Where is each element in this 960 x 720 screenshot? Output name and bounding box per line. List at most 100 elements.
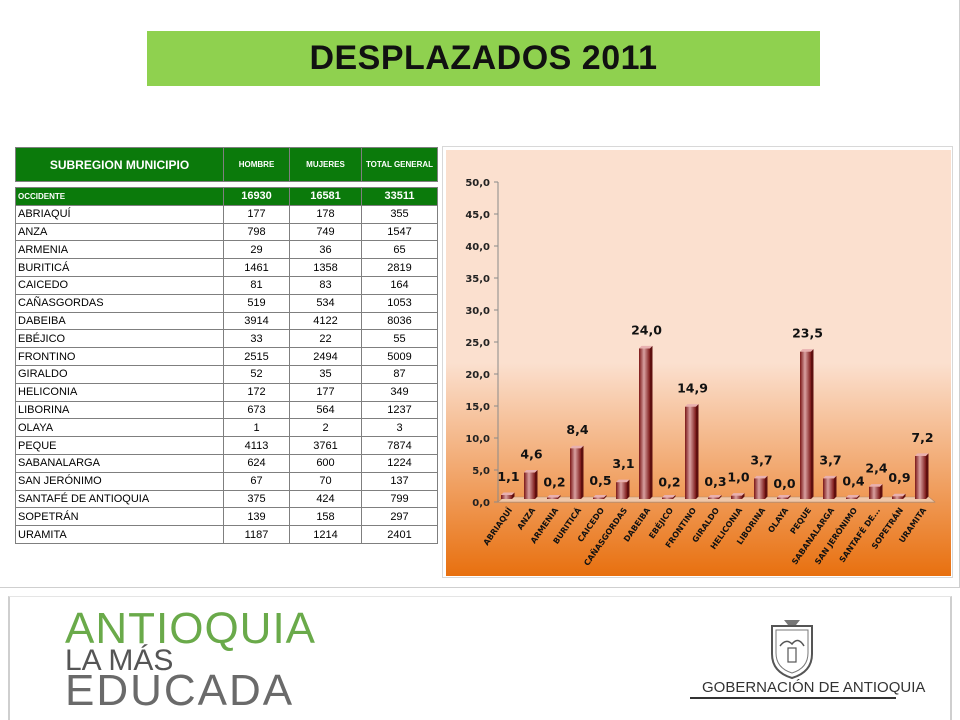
cell-hombre: 177 [223, 204, 290, 224]
y-tick-label: 5,0 [472, 466, 490, 477]
cell-municipio: SOPETRÁN [15, 507, 224, 527]
cell-hombre: 1 [223, 418, 290, 438]
bar-top [731, 493, 745, 496]
table-row: SANTAFÉ DE ANTIOQUIA 375 424 799 [15, 489, 438, 509]
bar-top [616, 479, 630, 483]
data-label: 3,7 [750, 452, 772, 467]
bar-side [719, 495, 722, 499]
cell-mujeres: 158 [289, 507, 362, 527]
cell-municipio: DABEIBA [15, 311, 224, 331]
bar-side [673, 495, 676, 499]
bar-top [754, 475, 768, 479]
cell-mujeres: 35 [289, 364, 362, 384]
bar [708, 497, 719, 499]
bar [501, 494, 512, 499]
bar-side [512, 492, 515, 499]
data-label: 0,3 [704, 474, 726, 489]
bar [846, 497, 857, 499]
cell-hombre: 624 [223, 453, 290, 473]
cell-total: 799 [361, 489, 438, 509]
bar [869, 486, 880, 499]
header-subregion: SUBREGION MUNICIPIO [15, 147, 224, 182]
y-tick-label: 0,0 [472, 498, 490, 509]
page-title: DESPLAZADOS 2011 [309, 39, 658, 77]
bar-top [547, 495, 561, 498]
logo-line-3: EDUCADA [65, 666, 295, 715]
cell-total: 1053 [361, 293, 438, 313]
cell-mujeres: 4122 [289, 311, 362, 331]
data-label: 7,2 [911, 430, 933, 445]
y-tick-label: 30,0 [465, 306, 490, 317]
bar-top [570, 445, 584, 449]
header-total: TOTAL GENERAL [361, 147, 438, 182]
cell-total: 137 [361, 471, 438, 491]
cell-mujeres: 2 [289, 418, 362, 438]
y-tick-label: 25,0 [465, 338, 490, 349]
cell-mujeres: 564 [289, 400, 362, 420]
logo-line-2: LA MÁS [65, 644, 174, 677]
table-row: LIBORINA 673 564 1237 [15, 400, 438, 420]
bar [892, 496, 903, 499]
cell-hombre: 2515 [223, 347, 290, 366]
table-row: OLAYA 1 2 3 [15, 418, 438, 438]
gov-name: GOBERNACIÓN DE ANTIOQUIA [702, 679, 926, 696]
cell-mujeres: 2494 [289, 347, 362, 366]
cell-municipio: URAMITA [15, 525, 224, 544]
cell-total: 355 [361, 204, 438, 224]
cell-mujeres: 70 [289, 471, 362, 491]
table-row: ARMENIA 29 36 65 [15, 240, 438, 260]
footer [8, 596, 952, 720]
bar [685, 406, 696, 499]
bar [547, 497, 558, 499]
data-label: 0,9 [888, 470, 910, 485]
table-row: ANZA 798 749 1547 [15, 222, 438, 242]
cell-mujeres: 424 [289, 489, 362, 509]
cell-hombre: 33 [223, 329, 290, 349]
bar-top [800, 349, 814, 352]
cell-mujeres: 36 [289, 240, 362, 260]
bar [524, 472, 535, 499]
cell-municipio: SABANALARGA [15, 453, 224, 473]
table-row: FRONTINO 2515 2494 5009 [15, 347, 438, 366]
header-hombre: HOMBRE [223, 147, 290, 182]
cell-hombre: 3914 [223, 311, 290, 331]
cell-hombre: 673 [223, 400, 290, 420]
cell-municipio: BURITICÁ [15, 258, 224, 277]
cell-total: 3 [361, 418, 438, 438]
bar-side [604, 495, 607, 499]
cell-total: 2401 [361, 525, 438, 544]
bar-top [869, 484, 883, 487]
group-mujeres: 16581 [289, 187, 362, 206]
data-label: 24,0 [631, 322, 662, 337]
cell-hombre: 29 [223, 240, 290, 260]
bar [754, 478, 765, 499]
cell-hombre: 81 [223, 275, 290, 295]
y-tick-label: 10,0 [465, 434, 490, 445]
cell-total: 7874 [361, 436, 438, 455]
cell-municipio: ANZA [15, 222, 224, 242]
table-row: GIRALDO 52 35 87 [15, 364, 438, 384]
table-header-row: SUBREGION MUNICIPIO HOMBRE MUJERES TOTAL… [15, 147, 438, 182]
bar-side [765, 475, 768, 499]
bar [639, 348, 650, 499]
bar [800, 351, 811, 499]
data-label: 23,5 [792, 326, 823, 341]
cell-total: 1547 [361, 222, 438, 242]
cell-hombre: 1187 [223, 525, 290, 544]
bar [777, 497, 788, 499]
data-label: 1,1 [497, 469, 519, 484]
bar-top [892, 493, 906, 497]
cell-hombre: 172 [223, 382, 290, 402]
cell-mujeres: 3761 [289, 436, 362, 455]
cell-total: 2819 [361, 258, 438, 277]
cell-municipio: ABRIAQUÍ [15, 204, 224, 224]
data-label: 3,7 [819, 452, 841, 467]
cell-municipio: SAN JERÓNIMO [15, 471, 224, 491]
table-row: EBÉJICO 33 22 55 [15, 329, 438, 349]
bar-side [696, 404, 699, 499]
cell-municipio: PEQUE [15, 436, 224, 455]
y-tick-label: 50,0 [465, 178, 490, 189]
cell-mujeres: 22 [289, 329, 362, 349]
table-row: HELICONIA 172 177 349 [15, 382, 438, 402]
data-label: 0,5 [589, 473, 611, 488]
